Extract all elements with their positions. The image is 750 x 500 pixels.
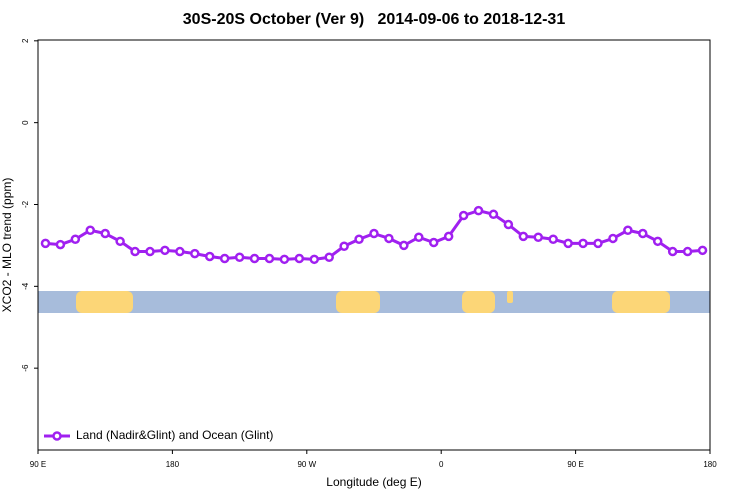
data-point (354, 234, 364, 245)
data-point (697, 245, 708, 256)
data-point (652, 236, 663, 247)
data-point (503, 219, 514, 230)
data-point (100, 228, 110, 239)
data-point (548, 234, 558, 245)
data-point (473, 205, 484, 216)
data-point (70, 234, 81, 245)
data-point (428, 237, 439, 248)
x-axis-label: Longitude (deg E) (326, 475, 421, 489)
x-tick-label: 90 E (567, 460, 583, 469)
data-point (369, 228, 379, 239)
data-point (324, 252, 334, 263)
land-ocean-band (38, 291, 710, 313)
data-point (414, 232, 424, 242)
data-point (399, 240, 409, 251)
data-point (384, 233, 394, 244)
x-tick-label: 90 W (297, 460, 316, 469)
data-point (175, 246, 185, 257)
data-point (264, 253, 275, 264)
data-point (85, 225, 96, 236)
data-point (40, 238, 51, 249)
data-point (234, 252, 245, 263)
y-tick-label: 0 (21, 120, 30, 125)
data-point (638, 228, 648, 239)
y-axis-label: XCO2 - MLO trend (ppm) (0, 178, 14, 313)
data-point (204, 251, 215, 262)
legend-marker (52, 431, 62, 441)
data-point (339, 241, 349, 251)
data-point (309, 254, 320, 265)
data-point (563, 238, 573, 249)
data-point (682, 246, 693, 257)
plot-frame (37, 39, 711, 451)
x-tick-label: 90 E (30, 460, 46, 469)
x-tick-label: 180 (166, 460, 180, 469)
data-point (55, 239, 66, 250)
data-point (578, 238, 588, 249)
data-point (593, 238, 603, 249)
x-tick-label: 0 (439, 460, 444, 469)
data-point (219, 253, 230, 264)
data-point (294, 253, 305, 264)
y-tick-label: -2 (21, 200, 30, 208)
data-point (667, 246, 678, 257)
data-point (443, 231, 454, 242)
data-point (115, 236, 125, 247)
data-point (518, 231, 529, 242)
legend-label: Land (Nadir&Glint) and Ocean (Glint) (76, 428, 273, 442)
data-point (145, 246, 155, 257)
chart-title: 30S-20S October (Ver 9) 2014-09-06 to 20… (183, 11, 566, 28)
data-point (130, 246, 140, 257)
data-point (533, 232, 544, 242)
data-point (488, 209, 499, 220)
data-point (160, 245, 170, 256)
x-tick-label: 180 (703, 460, 717, 469)
data-point (623, 225, 633, 236)
data-point (279, 254, 290, 265)
y-tick-label: 2 (21, 38, 30, 43)
data-point (190, 248, 200, 259)
y-tick-label: -6 (21, 364, 30, 372)
y-tick-label: -4 (21, 282, 30, 290)
data-point (608, 233, 618, 244)
data-point (249, 253, 260, 264)
data-point (458, 210, 469, 221)
